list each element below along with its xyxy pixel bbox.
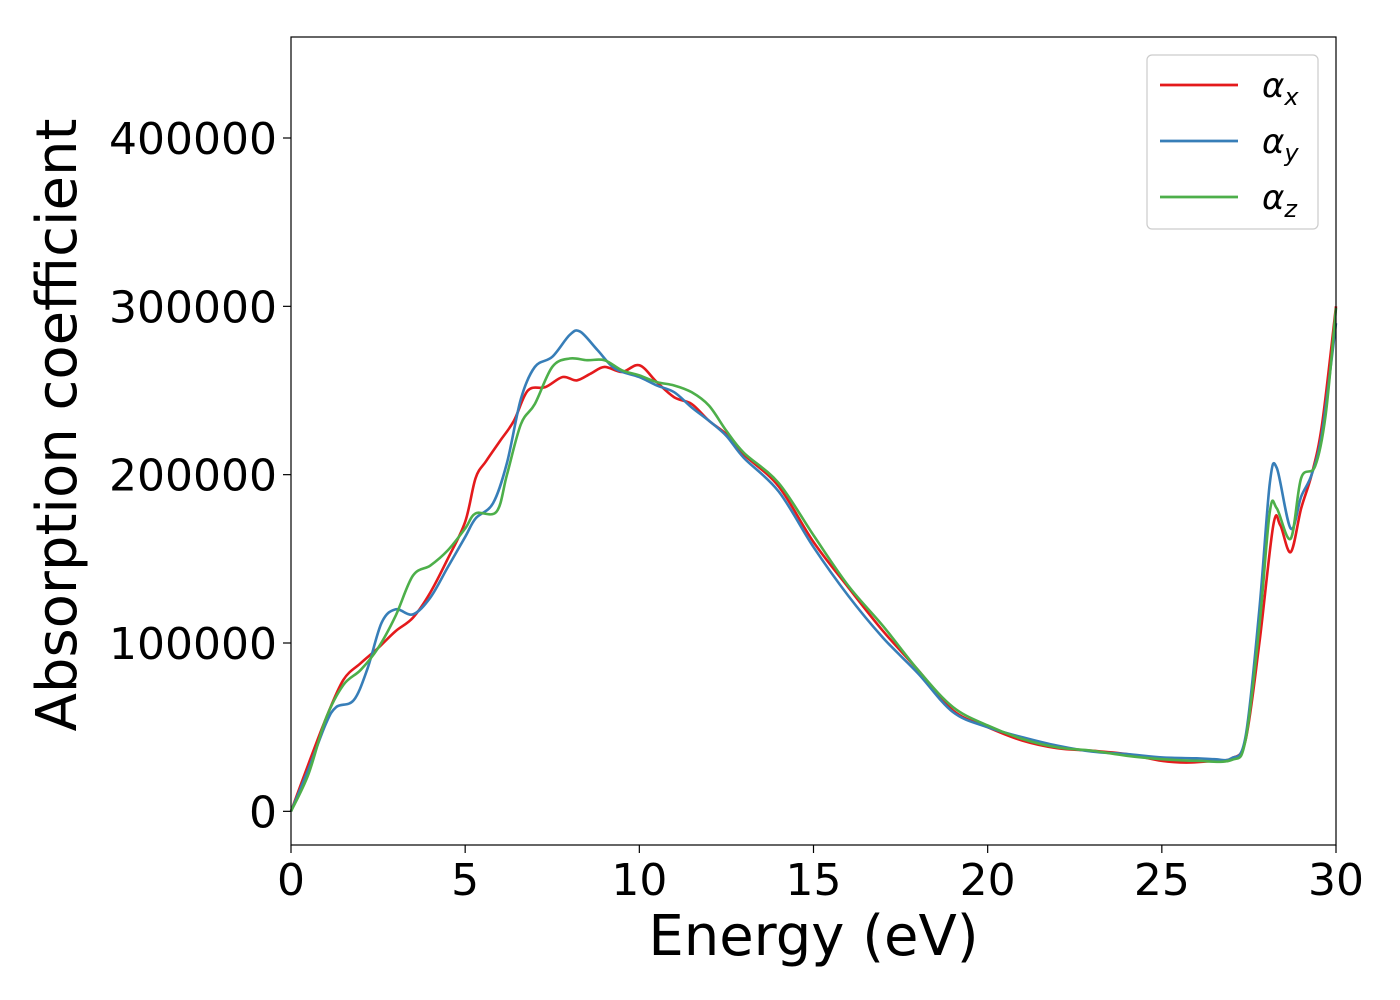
y-tick-label: 400000 — [109, 114, 277, 165]
x-tick-label: 5 — [451, 855, 479, 906]
legend-label-z: αz — [1262, 178, 1298, 223]
legend-label-x: αx — [1262, 66, 1299, 111]
y-axis-label: Absorption coefficient — [25, 119, 90, 732]
y-tick-label: 0 — [249, 787, 277, 838]
x-tick-label: 15 — [786, 855, 842, 906]
x-axis: 0 5 10 15 20 25 30 — [277, 845, 1364, 906]
legend-label-subscript: y — [1283, 139, 1299, 167]
legend-label-y: αy — [1262, 122, 1299, 167]
legend-label-base: α — [1262, 178, 1284, 218]
x-tick-label: 0 — [277, 855, 305, 906]
y-axis: 0 100000 200000 300000 400000 — [109, 114, 291, 838]
x-tick-label: 10 — [611, 855, 667, 906]
legend-label-base: α — [1262, 122, 1284, 162]
legend-label-subscript: x — [1283, 83, 1299, 111]
x-tick-label: 20 — [960, 855, 1016, 906]
x-axis-label: Energy (eV) — [648, 904, 978, 969]
legend-label-base: α — [1262, 66, 1284, 106]
series-line-z — [289, 307, 1338, 812]
x-tick-label: 30 — [1308, 855, 1364, 906]
legend-label-subscript: z — [1283, 195, 1298, 223]
y-tick-label: 300000 — [109, 282, 277, 333]
y-tick-label: 100000 — [109, 619, 277, 670]
x-tick-label: 25 — [1134, 855, 1190, 906]
series-layer — [289, 306, 1338, 812]
y-tick-label: 200000 — [109, 451, 277, 502]
